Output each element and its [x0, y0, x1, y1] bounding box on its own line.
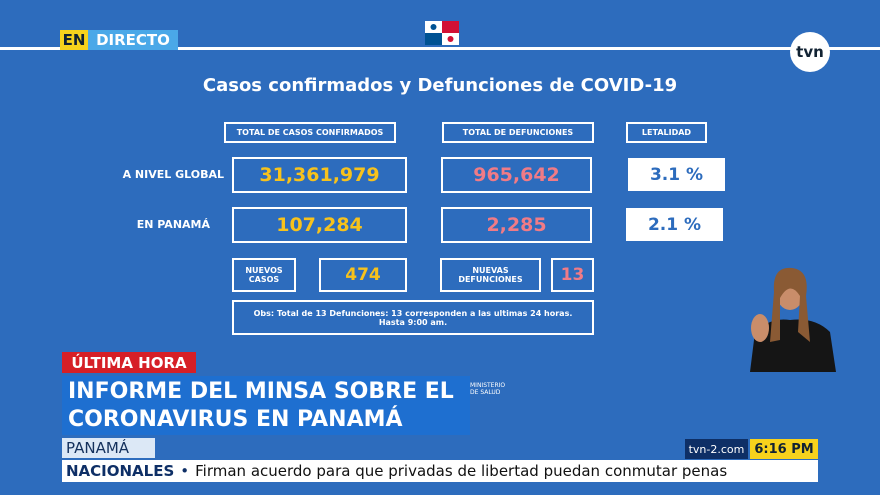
panama-lethality: 2.1 % [626, 208, 723, 241]
global-lethality: 3.1 % [628, 158, 725, 191]
live-word: DIRECTO [88, 30, 178, 50]
interpreter [750, 267, 836, 372]
new-deaths-label: NUEVAS DEFUNCIONES [440, 258, 541, 292]
clock: 6:16 PM [750, 439, 818, 459]
logo: tvn [790, 32, 830, 72]
headline-line: CORONAVIRUS EN PANAMÁ [68, 406, 403, 432]
column-header: LETALIDAD [626, 122, 707, 143]
panama-deaths: 2,285 [441, 207, 592, 243]
new-cases-label: NUEVOS CASOS [232, 258, 296, 292]
board-title: Casos confirmados y Defunciones de COVID… [202, 74, 678, 96]
row-label: EN PANAMÁ [136, 217, 210, 231]
breaking-tag: ÚLTIMA HORA [62, 352, 196, 373]
column-header: TOTAL DE CASOS CONFIRMADOS [224, 122, 396, 143]
news-bar: NACIONALES • Firman acuerdo para que pri… [62, 460, 818, 482]
ministry: MINISTERIO DE SALUD [470, 378, 510, 400]
new-deaths: 13 [551, 258, 594, 292]
bullet: • [180, 462, 190, 480]
site: tvn-2.com [685, 439, 748, 459]
headline: INFORME DEL MINSA SOBRE EL CORONAVIRUS E… [62, 376, 470, 435]
ministry-line: MINISTERIO [470, 382, 506, 389]
top-rule [0, 47, 880, 50]
flag [425, 21, 459, 45]
column-header: TOTAL DE DEFUNCIONES [442, 122, 594, 143]
ministry-line: DE SALUD [470, 389, 501, 396]
note-line: Hasta 9:00 am. [378, 317, 448, 327]
headline-line: INFORME DEL MINSA SOBRE EL [68, 378, 454, 404]
global-cases: 31,361,979 [232, 157, 407, 193]
news-text: Firman acuerdo para que privadas de libe… [195, 462, 728, 480]
location: PANAMÁ [62, 438, 155, 458]
note: Obs: Total de 13 Defunciones: 13 corresp… [232, 300, 594, 335]
new-cases: 474 [319, 258, 407, 292]
live-tag: EN [60, 30, 88, 50]
section: NACIONALES [66, 462, 175, 480]
note-line: Obs: Total de 13 Defunciones: 13 corresp… [253, 308, 573, 318]
panama-cases: 107,284 [232, 207, 407, 243]
row-label: A NIVEL GLOBAL [122, 167, 224, 181]
global-deaths: 965,642 [441, 157, 592, 193]
